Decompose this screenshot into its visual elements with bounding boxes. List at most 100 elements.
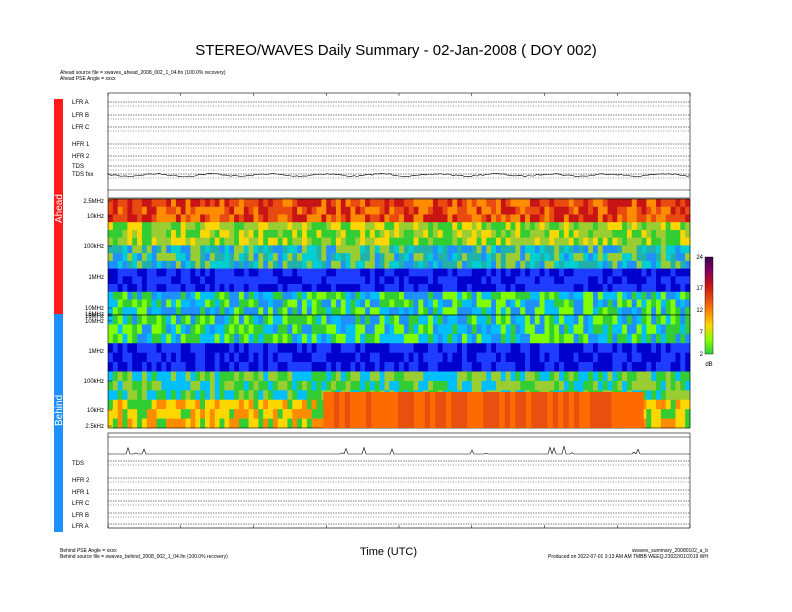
ahead-spectrogram-cell (399, 284, 405, 293)
behind-spectrogram-cell (462, 352, 468, 363)
behind-spectrogram-cell (680, 362, 686, 372)
behind-spectrogram-cell (602, 362, 608, 372)
behind-spectrogram-cell (331, 352, 337, 363)
behind-ytick-label: 10kHz (87, 408, 104, 414)
ahead-spectrogram-cell (607, 214, 613, 223)
behind-spectrogram-cell (297, 324, 303, 335)
ahead-spectrogram-cell (602, 237, 608, 246)
ahead-spectrogram-cell (384, 222, 390, 231)
ahead-spectrogram-cell (573, 199, 579, 208)
behind-spectrogram-cell (685, 390, 691, 401)
ahead-spectrogram-cell (631, 276, 637, 285)
behind-spectrogram-cell (248, 362, 254, 372)
behind-spectrogram-cell (175, 390, 182, 401)
ahead-spectrogram-cell (568, 291, 574, 300)
ahead-spectrogram-cell (544, 276, 550, 285)
behind-spectrogram-cell (355, 315, 361, 325)
behind-spectrogram-cell (520, 324, 526, 335)
behind-spectrogram-cell (573, 371, 579, 382)
behind-spectrogram-cell (432, 324, 439, 335)
ahead-spectrogram-cell (205, 299, 211, 308)
ahead-spectrogram-cell (583, 299, 589, 308)
behind-spectrogram-cell (253, 418, 259, 429)
behind-spectrogram-cell (486, 343, 492, 353)
behind-spectrogram-cell (132, 362, 138, 372)
ahead-spectrogram-cell (636, 268, 642, 277)
ahead-spectrogram-cell (534, 260, 540, 269)
behind-spectrogram-cell (137, 343, 143, 353)
behind-spectrogram-cell (156, 380, 162, 391)
ahead-spectrogram-cell (180, 229, 186, 238)
behind-spectrogram-cell (205, 333, 211, 344)
behind-late-cell (392, 392, 399, 428)
behind-spectrogram-cell (369, 371, 376, 382)
ahead-spectrogram-cell (224, 245, 230, 254)
ahead-spectrogram-cell (229, 284, 235, 293)
ahead-spectrogram-cell (442, 276, 448, 285)
ahead-spectrogram-cell (631, 253, 637, 262)
ahead-spectrogram-cell (403, 237, 409, 246)
behind-spectrogram-cell (335, 324, 342, 335)
ahead-spectrogram-cell (597, 214, 603, 223)
behind-spectrogram-cell (588, 324, 594, 335)
ahead-spectrogram-cell (602, 222, 608, 231)
ahead-spectrogram-cell (394, 260, 400, 269)
behind-spectrogram-cell (180, 418, 186, 429)
behind-spectrogram-cell (311, 380, 317, 391)
ahead-spectrogram-cell (335, 199, 342, 208)
ahead-spectrogram-cell (466, 245, 473, 254)
ahead-spectrogram-cell (418, 237, 424, 246)
ahead-spectrogram-cell (626, 260, 633, 269)
ahead-spectrogram-cell (161, 307, 167, 316)
behind-spectrogram-cell (238, 399, 245, 410)
behind-spectrogram-cell (549, 352, 555, 363)
ahead-spectrogram-cell (471, 199, 477, 208)
behind-spectrogram-cell (607, 324, 613, 335)
ahead-spectrogram-cell (593, 276, 599, 285)
ahead-spectrogram-cell (612, 268, 618, 277)
ahead-spectrogram-cell (219, 253, 225, 262)
ahead-spectrogram-cell (588, 260, 594, 269)
ahead-spectrogram-cell (646, 276, 652, 285)
ahead-spectrogram-cell (132, 307, 138, 316)
behind-spectrogram-cell (238, 390, 245, 401)
ahead-panel-label: TDS fxx (72, 172, 93, 178)
behind-spectrogram-cell (282, 371, 288, 382)
ahead-spectrogram-cell (355, 307, 361, 316)
ahead-spectrogram-cell (525, 291, 531, 300)
behind-spectrogram-cell (423, 371, 429, 382)
ahead-spectrogram-cell (573, 206, 579, 215)
ahead-spectrogram-cell (345, 299, 351, 308)
ahead-spectrogram-cell (384, 291, 390, 300)
ahead-spectrogram-cell (466, 222, 473, 231)
ahead-spectrogram-cell (224, 284, 230, 293)
behind-spectrogram-cell (476, 343, 482, 353)
ahead-spectrogram-cell (476, 268, 482, 277)
ahead-spectrogram-cell (272, 260, 279, 269)
behind-spectrogram-cell (486, 333, 492, 344)
ahead-spectrogram-cell (108, 307, 114, 316)
ahead-spectrogram-cell (151, 284, 157, 293)
behind-spectrogram-cell (205, 409, 211, 419)
behind-spectrogram-cell (631, 324, 637, 335)
behind-spectrogram-cell (520, 380, 526, 391)
ahead-spectrogram-cell (316, 245, 322, 254)
ahead-spectrogram-cell (413, 299, 419, 308)
ahead-spectrogram-cell (234, 222, 240, 231)
ahead-spectrogram-cell (350, 245, 356, 254)
behind-spectrogram-cell (520, 343, 526, 353)
ahead-spectrogram-cell (622, 214, 628, 223)
ahead-spectrogram-cell (432, 214, 439, 223)
behind-spectrogram-cell (345, 315, 351, 325)
ahead-spectrogram-cell (612, 206, 618, 215)
behind-spectrogram-cell (268, 399, 274, 410)
behind-spectrogram-cell (369, 324, 376, 335)
behind-spectrogram-cell (340, 343, 346, 353)
behind-spectrogram-cell (272, 371, 279, 382)
behind-spectrogram-cell (253, 380, 259, 391)
ahead-spectrogram-cell (466, 260, 473, 269)
ahead-spectrogram-cell (195, 245, 201, 254)
behind-spectrogram-cell (418, 324, 424, 335)
behind-spectrogram-cell (403, 362, 409, 372)
ahead-spectrogram-cell (316, 229, 322, 238)
